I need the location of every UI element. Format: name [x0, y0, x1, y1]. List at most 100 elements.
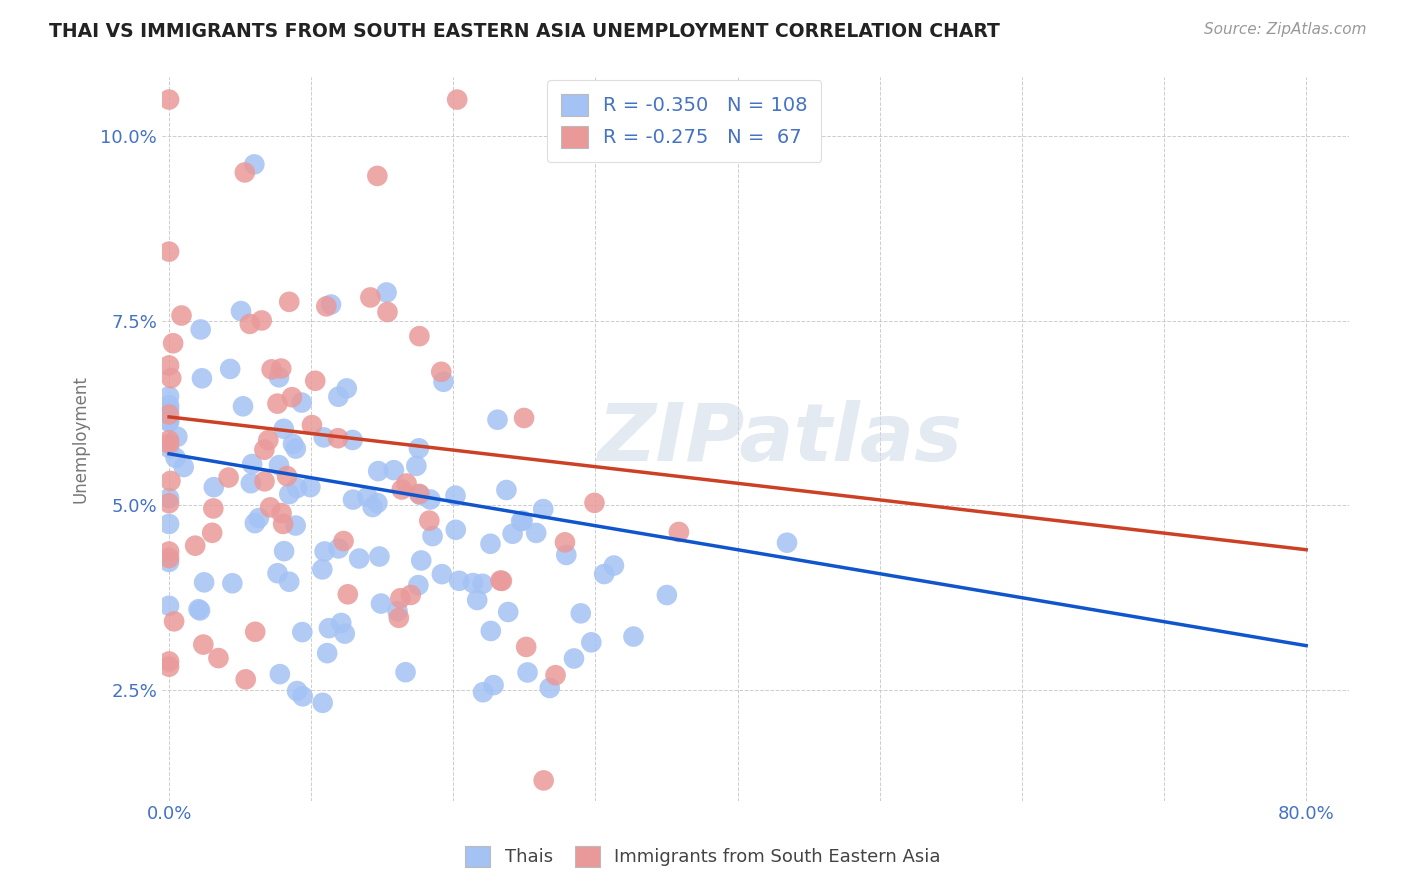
- Point: [515, 640, 537, 654]
- Point: [375, 285, 398, 300]
- Point: [207, 651, 229, 665]
- Point: [259, 500, 281, 515]
- Point: [444, 523, 467, 537]
- Point: [157, 244, 180, 259]
- Point: [342, 433, 364, 447]
- Point: [342, 492, 364, 507]
- Point: [170, 309, 193, 323]
- Point: [235, 673, 257, 687]
- Point: [395, 476, 418, 491]
- Point: [382, 463, 405, 477]
- Point: [581, 635, 603, 649]
- Point: [273, 544, 295, 558]
- Point: [291, 690, 314, 704]
- Point: [533, 773, 555, 788]
- Point: [444, 489, 467, 503]
- Point: [361, 500, 384, 514]
- Point: [157, 402, 180, 417]
- Point: [270, 361, 292, 376]
- Point: [432, 375, 454, 389]
- Point: [328, 390, 350, 404]
- Point: [157, 389, 180, 403]
- Point: [157, 551, 180, 566]
- Point: [245, 624, 267, 639]
- Point: [461, 576, 484, 591]
- Point: [554, 535, 576, 549]
- Point: [239, 317, 262, 331]
- Point: [201, 525, 224, 540]
- Point: [491, 574, 513, 588]
- Point: [157, 599, 180, 613]
- Point: [312, 430, 335, 444]
- Point: [166, 430, 188, 444]
- Point: [555, 548, 578, 562]
- Point: [157, 496, 180, 510]
- Point: [315, 299, 337, 313]
- Point: [193, 575, 215, 590]
- Point: [159, 474, 181, 488]
- Point: [299, 480, 322, 494]
- Point: [291, 625, 314, 640]
- Point: [411, 553, 433, 567]
- Text: Source: ZipAtlas.com: Source: ZipAtlas.com: [1204, 22, 1367, 37]
- Point: [418, 514, 440, 528]
- Point: [495, 483, 517, 497]
- Point: [157, 441, 180, 455]
- Point: [285, 481, 308, 495]
- Point: [405, 458, 427, 473]
- Point: [233, 165, 256, 179]
- Point: [193, 638, 215, 652]
- Point: [446, 93, 468, 107]
- Point: [356, 490, 378, 504]
- Point: [266, 396, 288, 410]
- Point: [187, 602, 209, 616]
- Point: [482, 678, 505, 692]
- Point: [157, 359, 180, 373]
- Point: [408, 329, 430, 343]
- Point: [157, 555, 180, 569]
- Point: [239, 476, 262, 491]
- Point: [273, 422, 295, 436]
- Point: [510, 514, 533, 528]
- Point: [284, 518, 307, 533]
- Point: [359, 290, 381, 304]
- Point: [316, 646, 339, 660]
- Point: [502, 526, 524, 541]
- Point: [163, 615, 186, 629]
- Point: [281, 390, 304, 404]
- Point: [270, 506, 292, 520]
- Point: [377, 305, 399, 319]
- Point: [569, 607, 592, 621]
- Point: [162, 336, 184, 351]
- Point: [512, 514, 534, 528]
- Point: [284, 442, 307, 456]
- Point: [157, 408, 180, 422]
- Point: [389, 591, 412, 606]
- Point: [419, 492, 441, 507]
- Point: [408, 487, 430, 501]
- Point: [472, 685, 495, 699]
- Point: [319, 297, 342, 311]
- Point: [318, 621, 340, 635]
- Legend: Thais, Immigrants from South Eastern Asia: Thais, Immigrants from South Eastern Asi…: [458, 838, 948, 874]
- Point: [388, 611, 411, 625]
- Point: [368, 549, 391, 564]
- Point: [366, 169, 388, 183]
- Point: [367, 464, 389, 478]
- Point: [269, 667, 291, 681]
- Point: [538, 681, 561, 695]
- Point: [430, 365, 453, 379]
- Point: [408, 442, 430, 456]
- Point: [291, 395, 314, 409]
- Point: [370, 597, 392, 611]
- Point: [562, 651, 585, 665]
- Point: [247, 511, 270, 525]
- Point: [219, 362, 242, 376]
- Point: [311, 696, 333, 710]
- Point: [157, 414, 180, 428]
- Point: [471, 576, 494, 591]
- Point: [285, 684, 308, 698]
- Point: [221, 576, 243, 591]
- Point: [157, 437, 180, 451]
- Point: [253, 442, 276, 457]
